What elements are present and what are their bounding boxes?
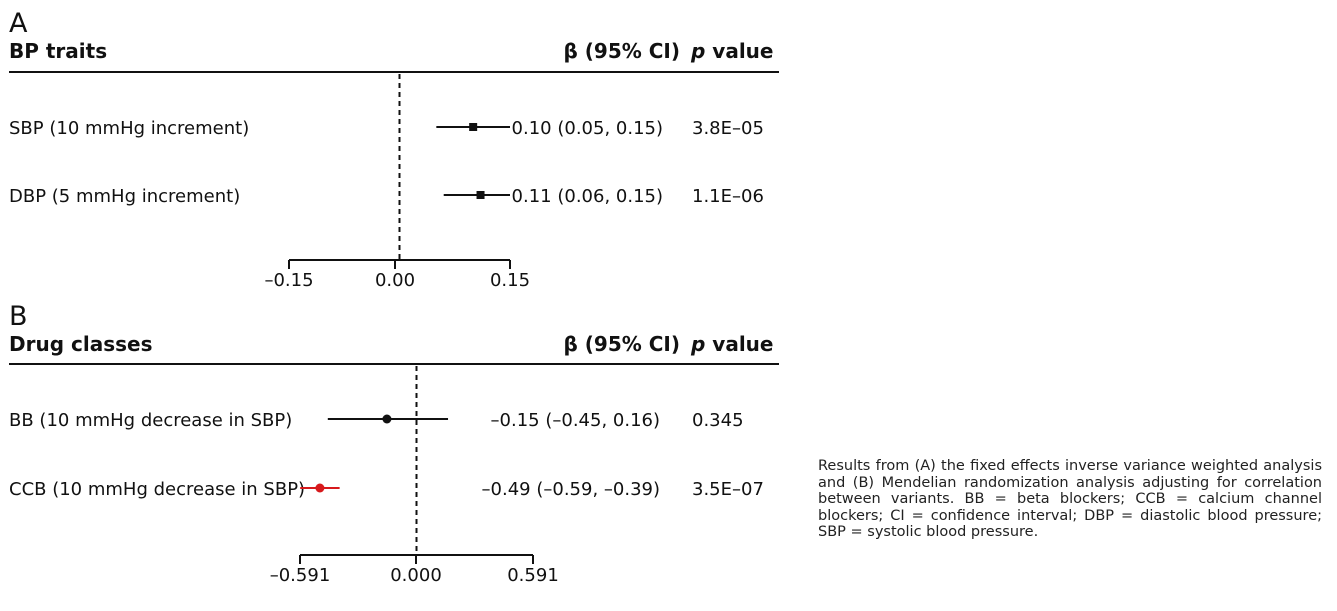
header-p-value: p value (690, 39, 773, 63)
point-estimate-circle (382, 414, 392, 424)
header-p-value: p value (690, 332, 773, 356)
row-label: DBP (5 mmHg increment) (9, 186, 240, 207)
row-beta-ci: 0.10 (0.05, 0.15) (512, 118, 663, 139)
x-axis-tick-label: 0.000 (390, 565, 442, 586)
x-axis-tick-label: –0.591 (270, 565, 331, 586)
row-p-value: 3.8E–05 (692, 118, 764, 139)
row-label: CCB (10 mmHg decrease in SBP) (9, 479, 305, 500)
point-estimate-square (476, 191, 485, 199)
x-axis-tick-label: –0.15 (264, 270, 313, 291)
figure-caption: Results from (A) the fixed effects inver… (818, 458, 1322, 541)
header-p-rest: value (705, 332, 773, 356)
row-beta-ci: 0.11 (0.06, 0.15) (512, 186, 663, 207)
panel-label: A (9, 8, 28, 39)
x-axis-tick-label: 0.15 (490, 270, 530, 291)
row-label: BB (10 mmHg decrease in SBP) (9, 410, 292, 431)
point-estimate-circle (315, 483, 325, 493)
header-p-rest: value (705, 39, 773, 63)
header-beta-ci: β (95% CI) (563, 39, 680, 63)
header-group-label: BP traits (9, 39, 107, 63)
point-estimate-square (469, 123, 478, 131)
row-p-value: 1.1E–06 (692, 186, 764, 207)
x-axis-tick-label: 0.00 (375, 270, 415, 291)
header-p-italic: p (690, 332, 705, 356)
row-beta-ci: –0.49 (–0.59, –0.39) (482, 479, 660, 500)
header-group-label: Drug classes (9, 332, 152, 356)
row-p-value: 3.5E–07 (692, 479, 764, 500)
x-axis-tick-label: 0.591 (507, 565, 559, 586)
header-p-italic: p (690, 39, 705, 63)
header-beta-ci: β (95% CI) (563, 332, 680, 356)
row-label: SBP (10 mmHg increment) (9, 118, 249, 139)
row-p-value: 0.345 (692, 410, 744, 431)
row-beta-ci: –0.15 (–0.45, 0.16) (491, 410, 660, 431)
panel-label: B (9, 301, 28, 332)
